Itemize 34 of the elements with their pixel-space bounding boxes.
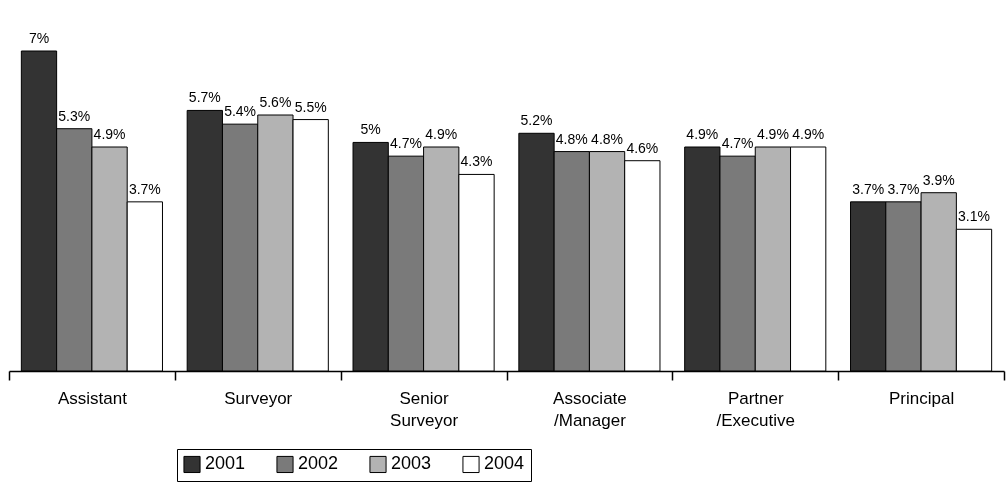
data-label: 3.7% xyxy=(128,180,161,197)
x-tick-label: Principal xyxy=(888,388,955,408)
data-label: 5.2% xyxy=(520,112,553,129)
x-tick-label: Partner /Executive xyxy=(716,388,795,430)
data-label: 3.9% xyxy=(922,171,955,188)
data-label: 4.6% xyxy=(626,139,659,156)
data-label: 3.1% xyxy=(958,208,990,225)
data-label: 5.7% xyxy=(188,89,221,106)
data-label: 4.9% xyxy=(686,126,719,142)
data-label: 4.8% xyxy=(591,130,624,147)
data-label: 4.9% xyxy=(792,126,825,142)
x-tick-label: Senior Surveyor xyxy=(390,388,459,430)
x-tick-label: Associate /Manager xyxy=(553,388,627,430)
x-tick-label: Surveyor xyxy=(224,388,293,408)
legend-label: 2003 xyxy=(391,453,432,474)
data-label: 7% xyxy=(28,30,50,46)
data-label: 4.8% xyxy=(555,130,588,147)
data-label: 4.9% xyxy=(425,126,458,142)
data-label: 4.9% xyxy=(756,126,789,142)
data-label: 4.7% xyxy=(389,135,422,152)
data-label: 4.3% xyxy=(460,153,493,170)
data-label: 3.7% xyxy=(852,180,885,197)
data-label: 3.7% xyxy=(887,180,920,197)
legend-label: 2001 xyxy=(205,453,246,474)
data-label: 4.7% xyxy=(721,135,754,152)
data-label: 5.4% xyxy=(224,103,257,120)
data-label: 5% xyxy=(360,121,381,138)
legend-label: 2002 xyxy=(298,453,339,474)
data-label: 4.9% xyxy=(93,126,126,142)
legend-label: 2004 xyxy=(484,453,525,474)
data-label: 5.3% xyxy=(58,107,91,124)
data-label: 5.5% xyxy=(294,98,327,115)
data-label: 5.6% xyxy=(259,94,292,110)
x-tick-label: Assistant xyxy=(57,388,128,408)
